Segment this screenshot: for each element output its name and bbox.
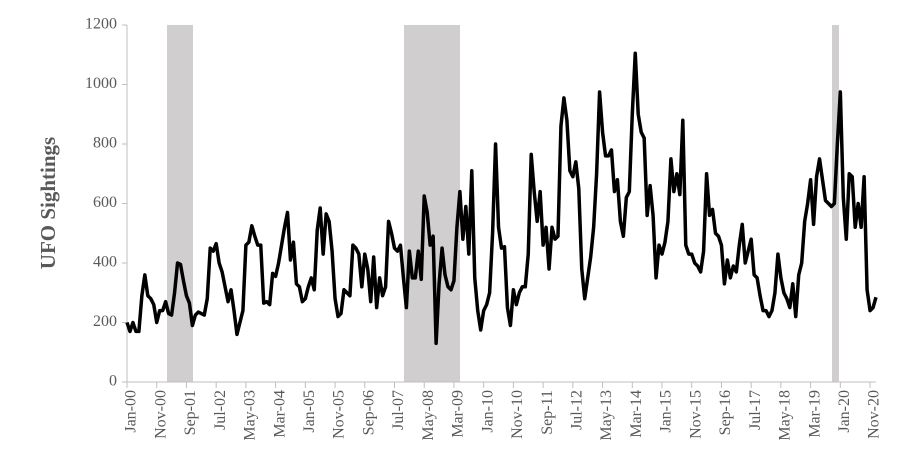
x-tick-label: Nov-20 — [866, 390, 883, 439]
y-tick-label: 200 — [93, 313, 117, 330]
x-tick-label: Jan-15 — [658, 390, 675, 433]
x-tick-label: Nov-15 — [687, 390, 704, 439]
x-tick-label: Nov-00 — [152, 390, 169, 439]
x-tick-label: Nov-10 — [509, 390, 526, 439]
x-tick-label: May-03 — [242, 390, 259, 441]
x-tick-label: Sep-16 — [717, 390, 734, 435]
x-tick-label: Jan-10 — [479, 390, 496, 433]
shaded-period — [167, 25, 193, 382]
x-tick-label: Sep-01 — [182, 390, 199, 435]
x-tick-label: Jan-00 — [123, 390, 140, 433]
y-tick-label: 0 — [109, 373, 117, 390]
x-tick-label: Jan-20 — [836, 390, 853, 433]
x-tick-label: May-13 — [598, 390, 615, 441]
x-tick-label: Jul-02 — [212, 390, 229, 430]
x-tick-label: Jul-12 — [569, 390, 586, 430]
y-tick-label: 400 — [93, 254, 117, 271]
y-tick-label: 600 — [93, 194, 117, 211]
y-axis-label: UFO Sightings — [36, 137, 60, 269]
y-tick-label: 800 — [93, 135, 117, 152]
y-tick-label: 1000 — [85, 75, 117, 92]
x-tick-label: May-18 — [777, 390, 794, 441]
x-tick-label: May-08 — [420, 390, 437, 441]
x-tick-label: Sep-06 — [360, 390, 377, 435]
x-tick-label: Mar-09 — [450, 390, 467, 438]
x-tick-label: Mar-19 — [806, 390, 823, 438]
x-tick-label: Nov-05 — [331, 390, 348, 439]
shaded-period — [404, 25, 460, 382]
y-tick-label: 1200 — [85, 16, 117, 33]
x-tick-label: Jul-07 — [390, 390, 407, 430]
x-tick-label: Mar-04 — [271, 390, 288, 438]
x-tick-label: Jan-05 — [301, 390, 318, 433]
data-line — [125, 51, 878, 346]
x-tick-label: Mar-14 — [628, 390, 645, 438]
x-tick-label: Jul-17 — [747, 390, 764, 430]
x-tick-label: Sep-11 — [539, 390, 556, 435]
